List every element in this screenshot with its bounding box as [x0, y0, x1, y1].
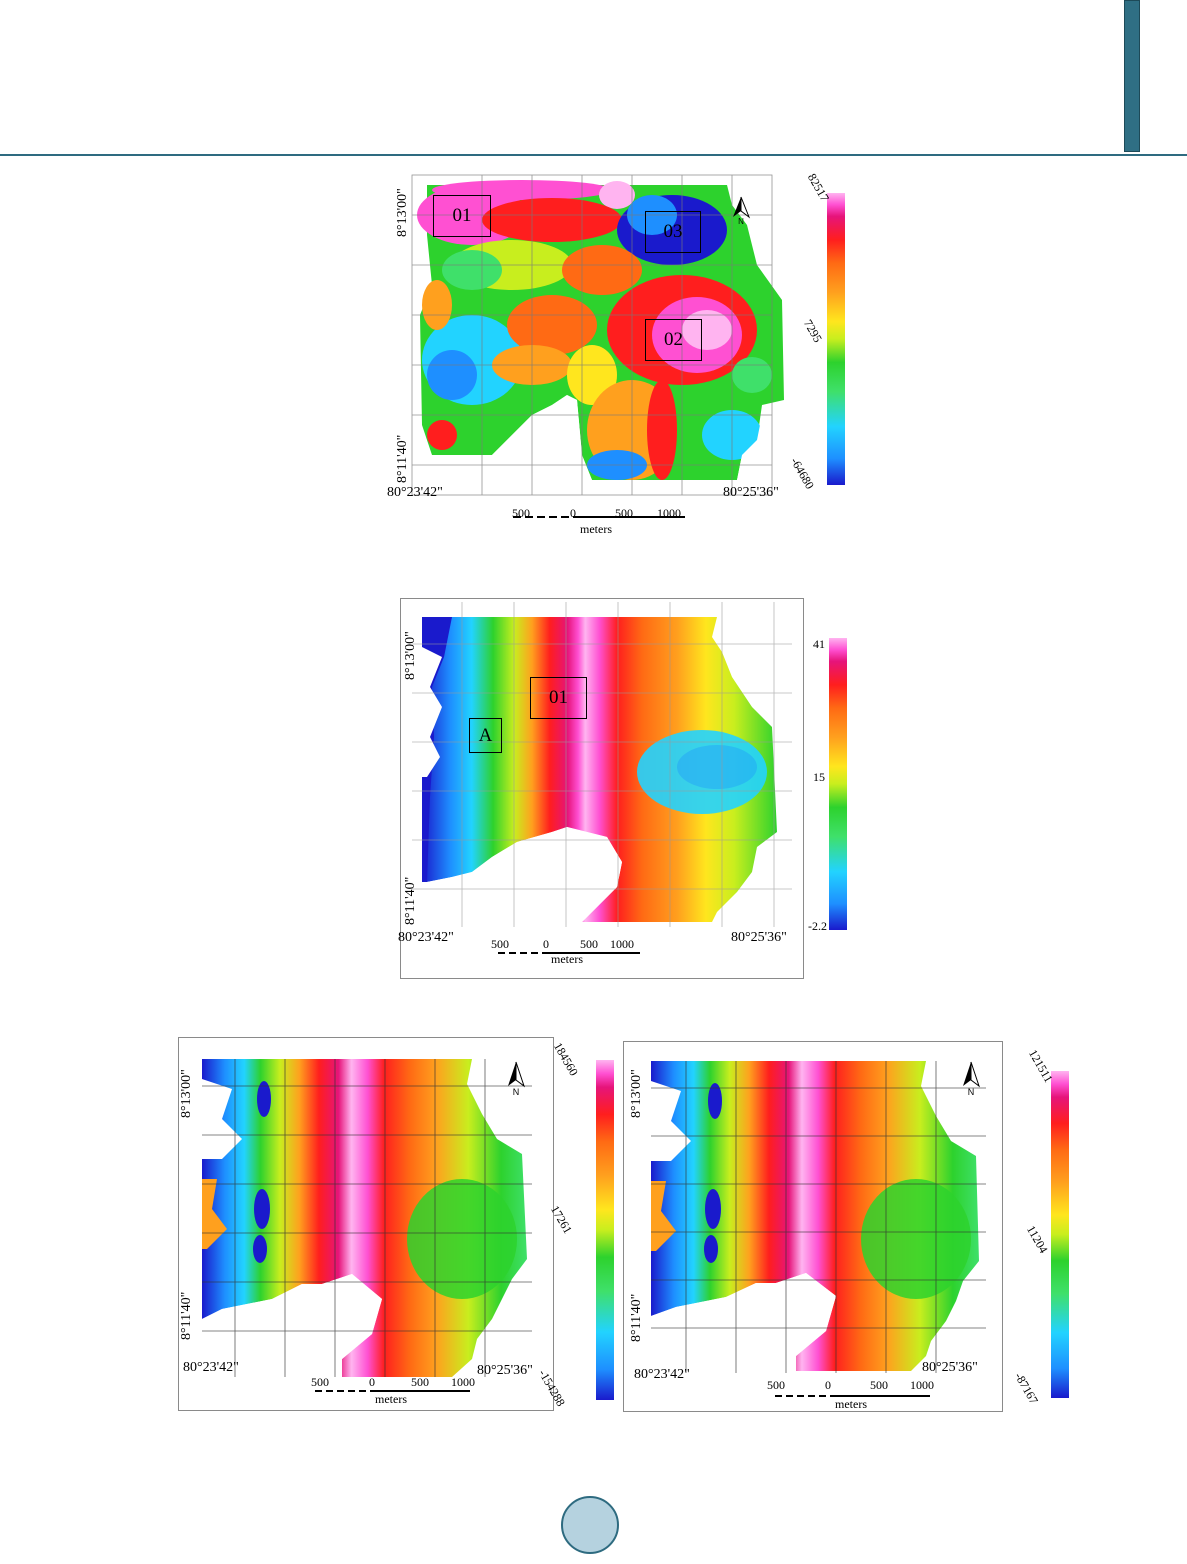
region-box-03: 03 — [645, 211, 701, 253]
scale-tick-1: 500 — [512, 506, 530, 520]
colorbar-max: 121511 — [1025, 1047, 1056, 1085]
colorbar-max: 184560 — [550, 1040, 581, 1079]
anomaly-map-2 — [412, 602, 792, 927]
scale-tick-2: 0 — [543, 937, 549, 951]
lat-bottom-label: 8°11'40" — [179, 1291, 194, 1340]
lat-top-label: 8°13'00" — [179, 1069, 194, 1118]
north-arrow-icon: N — [963, 1061, 980, 1096]
anomaly-map-4 — [651, 1061, 986, 1373]
lat-top-label: 8°13'00" — [395, 188, 410, 237]
scale-tick-1: 500 — [491, 937, 509, 951]
map-panel-1: 01 03 02 N 8°13'00" 8°11'40" 80°23'42" 8… — [385, 165, 845, 540]
header-rule — [0, 154, 1187, 156]
svg-text:N: N — [968, 1087, 975, 1096]
scale-bar — [498, 952, 640, 954]
lon-left-label: 80°23'42" — [634, 1367, 690, 1382]
scale-tick-2: 0 — [369, 1375, 375, 1389]
scale-tick-3: 500 — [411, 1375, 429, 1389]
colorbar — [827, 193, 845, 485]
lon-left-label: 80°23'42" — [183, 1360, 239, 1375]
region-box-02: 02 — [645, 319, 702, 361]
scale-tick-4: 1000 — [657, 506, 681, 520]
north-arrow-icon: N — [733, 196, 751, 225]
scale-bar — [775, 1395, 930, 1397]
colorbar — [596, 1060, 614, 1400]
lon-right-label: 80°25'36" — [477, 1363, 533, 1378]
region-box-01: 01 — [530, 677, 587, 719]
scale-tick-1: 500 — [311, 1375, 329, 1389]
colorbar — [1051, 1071, 1069, 1398]
lon-right-label: 80°25'36" — [922, 1360, 978, 1375]
svg-text:N: N — [513, 1087, 520, 1096]
map-panel-3: N 8°13'00" 8°11'40" 80°23'42" 80°25'36" … — [175, 1035, 615, 1415]
colorbar-min: -87167 — [1011, 1370, 1041, 1407]
scale-tick-3: 500 — [615, 506, 633, 520]
scale-tick-4: 1000 — [451, 1375, 475, 1389]
scale-tick-2: 0 — [570, 506, 576, 520]
scale-tick-4: 1000 — [610, 937, 634, 951]
colorbar-mid: 7295 — [800, 317, 825, 345]
scale-tick-4: 1000 — [910, 1378, 934, 1392]
lat-bottom-label: 8°11'40" — [395, 434, 410, 483]
page-number-badge — [561, 1496, 619, 1554]
colorbar-max: 41 — [813, 637, 825, 651]
lon-right-label: 80°25'36" — [731, 930, 787, 945]
scale-unit: meters — [551, 952, 583, 966]
north-arrow-icon: N — [508, 1061, 525, 1096]
colorbar-mid: 11204 — [1023, 1223, 1051, 1256]
map-panel-2: 01 A 8°13'00" 8°11'40" 80°23'42" 80°25'3… — [398, 597, 848, 982]
scale-tick-2: 0 — [825, 1378, 831, 1392]
svg-text:N: N — [738, 217, 744, 225]
scale-tick-3: 500 — [580, 937, 598, 951]
lat-top-label: 8°13'00" — [403, 631, 418, 680]
colorbar-min: -64680 — [787, 455, 817, 492]
lat-bottom-label: 8°11'40" — [403, 876, 418, 925]
lat-bottom-label: 8°11'40" — [629, 1293, 644, 1342]
region-box-A: A — [469, 718, 502, 753]
anomaly-map-1 — [411, 174, 787, 500]
colorbar — [829, 638, 847, 930]
scale-bar — [513, 516, 685, 518]
anomaly-map-3 — [202, 1059, 532, 1377]
lon-right-label: 80°25'36" — [723, 485, 779, 500]
scale-tick-3: 500 — [870, 1378, 888, 1392]
colorbar-min: -2.2 — [808, 919, 827, 933]
header-accent-tab — [1124, 0, 1140, 152]
scale-tick-1: 500 — [767, 1378, 785, 1392]
lon-left-label: 80°23'42" — [398, 930, 454, 945]
lat-top-label: 8°13'00" — [629, 1069, 644, 1118]
lon-left-label: 80°23'42" — [387, 485, 443, 500]
scale-bar — [315, 1390, 470, 1392]
scale-unit: meters — [580, 522, 612, 536]
map-panel-4: N 8°13'00" 8°11'40" 80°23'42" 80°25'36" … — [620, 1035, 1070, 1415]
scale-unit: meters — [375, 1392, 407, 1406]
region-box-01: 01 — [433, 195, 491, 237]
scale-unit: meters — [835, 1397, 867, 1411]
colorbar-mid: 15 — [813, 770, 825, 784]
